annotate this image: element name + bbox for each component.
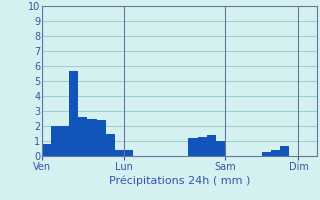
Bar [188,138,197,156]
Bar [106,134,115,156]
Bar [60,126,69,156]
Bar [42,144,51,156]
Bar [69,71,78,156]
Bar [51,126,60,156]
Bar [262,152,271,156]
Bar [87,118,97,156]
Bar [216,141,225,156]
Bar [124,150,133,156]
Bar [280,146,289,156]
Bar [97,120,106,156]
Bar [271,150,280,156]
Bar [197,137,207,156]
Bar [115,150,124,156]
Bar [78,117,87,156]
X-axis label: Précipitations 24h ( mm ): Précipitations 24h ( mm ) [108,176,250,186]
Bar [207,135,216,156]
